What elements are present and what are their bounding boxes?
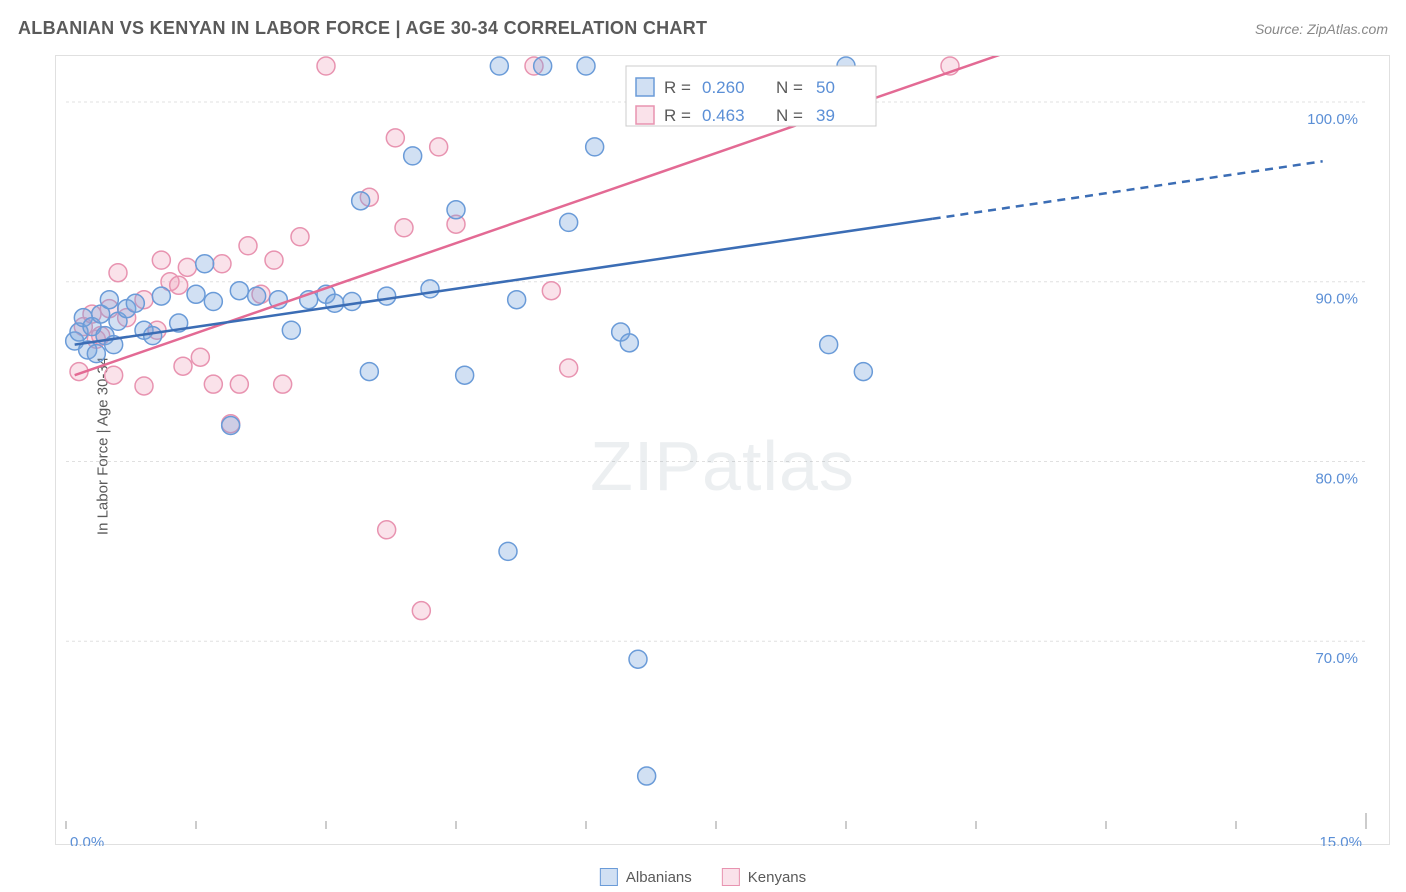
chart-title: ALBANIAN VS KENYAN IN LABOR FORCE | AGE … (18, 18, 707, 39)
svg-text:0.260: 0.260 (702, 78, 745, 97)
chart-container: 70.0% 80.0% 90.0% 100.0% 0.0% 15.0% R = 0.260 N … (55, 55, 1390, 845)
svg-text:80.0%: 80.0% (1315, 470, 1358, 487)
svg-text:R =: R = (664, 106, 691, 125)
svg-text:R =: R = (664, 78, 691, 97)
svg-text:70.0%: 70.0% (1315, 650, 1358, 667)
svg-text:N =: N = (776, 106, 803, 125)
svg-text:0.463: 0.463 (702, 106, 745, 125)
svg-text:50: 50 (816, 78, 835, 97)
svg-text:N =: N = (776, 78, 803, 97)
legend-swatch-kenyans (722, 868, 740, 886)
svg-text:15.0%: 15.0% (1319, 834, 1362, 846)
chart-source: Source: ZipAtlas.com (1255, 21, 1388, 37)
svg-text:39: 39 (816, 106, 835, 125)
chart-header: ALBANIAN VS KENYAN IN LABOR FORCE | AGE … (18, 18, 1388, 39)
scatter-chart: 70.0% 80.0% 90.0% 100.0% 0.0% 15.0% R = 0.260 N … (56, 56, 1391, 846)
legend-swatch-albanians (600, 868, 618, 886)
legend-item-albanians: Albanians (600, 868, 692, 886)
svg-text:0.0%: 0.0% (70, 834, 104, 846)
legend-item-kenyans: Kenyans (722, 868, 806, 886)
legend-label: Kenyans (748, 869, 806, 886)
legend-label: Albanians (626, 869, 692, 886)
svg-text:100.0%: 100.0% (1307, 111, 1358, 128)
legend: Albanians Kenyans (600, 868, 806, 886)
svg-text:90.0%: 90.0% (1315, 291, 1358, 308)
